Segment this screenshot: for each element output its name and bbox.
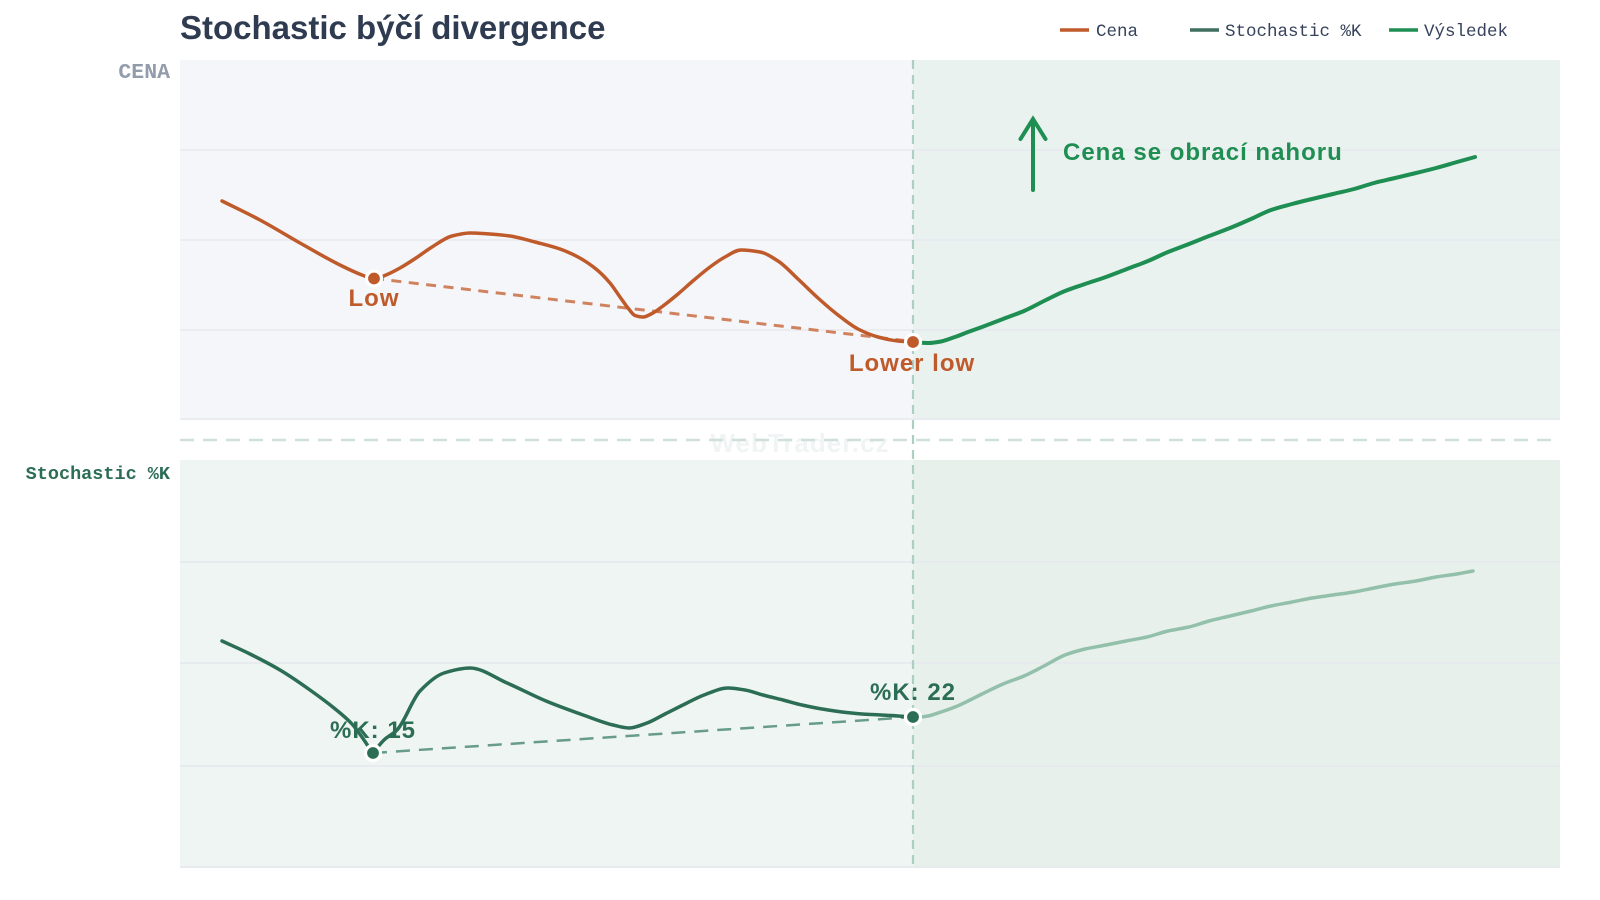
svg-text:WebTrader.cz: WebTrader.cz	[710, 428, 889, 458]
svg-text:Cena: Cena	[1096, 22, 1138, 42]
svg-text:Stochastic %K: Stochastic %K	[1225, 22, 1362, 42]
svg-text:Výsledek: Výsledek	[1424, 22, 1508, 42]
svg-text:Cena se obrací nahoru: Cena se obrací nahoru	[1063, 139, 1343, 166]
svg-text:Low: Low	[349, 285, 400, 312]
svg-text:CENA: CENA	[118, 61, 170, 85]
svg-text:Lower low: Lower low	[849, 350, 975, 377]
svg-text:Stochastic býčí divergence: Stochastic býčí divergence	[180, 9, 606, 46]
svg-text:%K: 15: %K: 15	[330, 717, 416, 744]
svg-text:Stochastic %K: Stochastic %K	[26, 464, 171, 485]
svg-text:%K: 22: %K: 22	[870, 679, 956, 706]
